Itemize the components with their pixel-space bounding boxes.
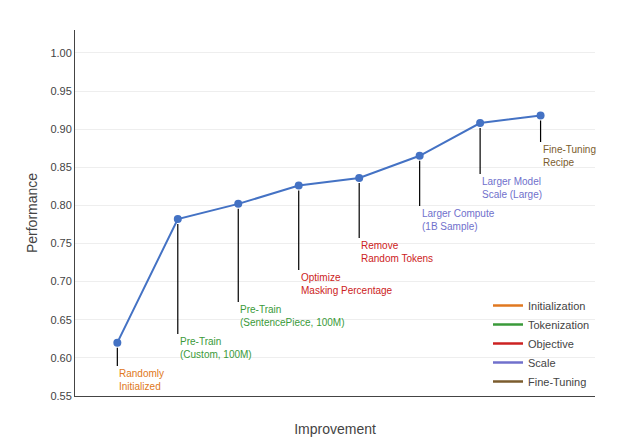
- svg-text:Scale: Scale: [528, 357, 556, 369]
- svg-text:1.00: 1.00: [50, 47, 71, 59]
- svg-text:Fine-Tuning: Fine-Tuning: [528, 376, 586, 388]
- svg-text:Larger Compute(1B Sample): Larger Compute(1B Sample): [422, 208, 495, 232]
- svg-text:Performance: Performance: [24, 173, 40, 253]
- svg-text:Larger ModelScale (Large): Larger ModelScale (Large): [482, 176, 542, 200]
- svg-text:0.55: 0.55: [50, 390, 71, 402]
- svg-text:RemoveRandom Tokens: RemoveRandom Tokens: [361, 240, 433, 264]
- svg-text:0.65: 0.65: [50, 314, 71, 326]
- svg-text:Pre-Train(Custom, 100M): Pre-Train(Custom, 100M): [180, 336, 252, 360]
- svg-text:0.75: 0.75: [50, 237, 71, 249]
- svg-text:0.85: 0.85: [50, 161, 71, 173]
- svg-text:RandomlyInitialized: RandomlyInitialized: [119, 368, 164, 392]
- svg-text:OptimizeMasking Percentage: OptimizeMasking Percentage: [301, 272, 393, 296]
- svg-text:0.90: 0.90: [50, 123, 71, 135]
- svg-text:Pre-Train(SentencePiece, 100M): Pre-Train(SentencePiece, 100M): [240, 304, 345, 328]
- svg-text:Tokenization: Tokenization: [528, 319, 589, 331]
- svg-text:0.60: 0.60: [50, 352, 71, 364]
- svg-text:Fine-TuningRecipe: Fine-TuningRecipe: [543, 144, 596, 168]
- svg-text:0.70: 0.70: [50, 275, 71, 287]
- svg-text:Objective: Objective: [528, 338, 574, 350]
- svg-text:0.80: 0.80: [50, 199, 71, 211]
- svg-text:0.95: 0.95: [50, 85, 71, 97]
- svg-text:Initialization: Initialization: [528, 300, 585, 312]
- svg-text:Improvement: Improvement: [294, 421, 376, 437]
